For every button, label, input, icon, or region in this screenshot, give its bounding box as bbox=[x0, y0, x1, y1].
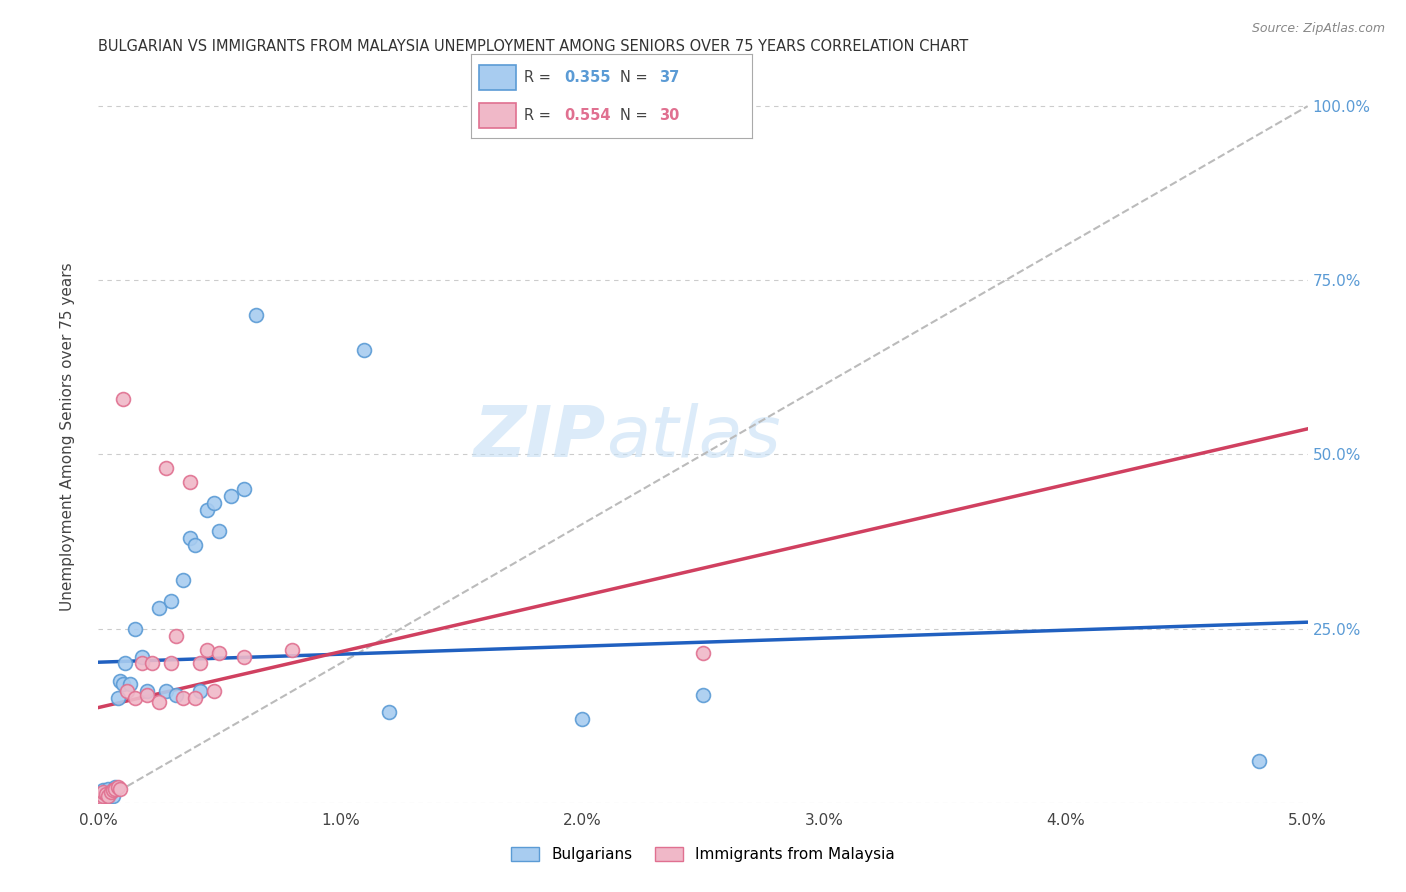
Point bbox=[208, 524, 231, 538]
FancyBboxPatch shape bbox=[479, 64, 516, 90]
Text: BULGARIAN VS IMMIGRANTS FROM MALAYSIA UNEMPLOYMENT AMONG SENIORS OVER 75 YEARS C: BULGARIAN VS IMMIGRANTS FROM MALAYSIA UN… bbox=[98, 38, 969, 54]
Legend: Bulgarians, Immigrants from Malaysia: Bulgarians, Immigrants from Malaysia bbox=[505, 841, 901, 868]
Point bbox=[692, 688, 714, 702]
Point bbox=[97, 781, 120, 796]
Point bbox=[188, 684, 211, 698]
Text: N =: N = bbox=[620, 70, 652, 85]
Text: atlas: atlas bbox=[606, 402, 780, 472]
Point bbox=[179, 531, 201, 545]
Point bbox=[172, 573, 194, 587]
Point bbox=[195, 642, 218, 657]
Point bbox=[91, 789, 114, 803]
Text: 0.355: 0.355 bbox=[564, 70, 610, 85]
Point bbox=[204, 496, 226, 510]
Point bbox=[281, 642, 304, 657]
Point bbox=[148, 600, 170, 615]
Point bbox=[135, 684, 157, 698]
Point bbox=[232, 483, 254, 497]
Y-axis label: Unemployment Among Seniors over 75 years: Unemployment Among Seniors over 75 years bbox=[60, 263, 75, 611]
Point bbox=[155, 461, 177, 475]
Point bbox=[232, 649, 254, 664]
Text: 0.554: 0.554 bbox=[564, 108, 610, 123]
Point bbox=[91, 785, 114, 799]
Text: 30: 30 bbox=[659, 108, 679, 123]
Text: 37: 37 bbox=[659, 70, 679, 85]
Point bbox=[114, 657, 136, 671]
Point bbox=[245, 308, 267, 322]
Point bbox=[135, 688, 157, 702]
Point bbox=[108, 673, 131, 688]
Point bbox=[101, 783, 124, 797]
Point bbox=[124, 622, 146, 636]
Point bbox=[204, 684, 226, 698]
Text: R =: R = bbox=[524, 70, 555, 85]
Point bbox=[104, 780, 127, 795]
Point bbox=[353, 343, 375, 357]
Point bbox=[184, 538, 207, 552]
Point bbox=[90, 790, 112, 805]
Point bbox=[141, 657, 163, 671]
Point bbox=[131, 657, 153, 671]
Text: N =: N = bbox=[620, 108, 652, 123]
Point bbox=[184, 691, 207, 706]
Point bbox=[165, 629, 187, 643]
Text: Source: ZipAtlas.com: Source: ZipAtlas.com bbox=[1251, 22, 1385, 36]
Point bbox=[107, 691, 129, 706]
Point bbox=[208, 646, 231, 660]
Point bbox=[692, 646, 714, 660]
Point bbox=[91, 788, 114, 802]
Text: ZIP: ZIP bbox=[474, 402, 606, 472]
Point bbox=[117, 684, 139, 698]
Point bbox=[111, 392, 134, 406]
Point bbox=[172, 691, 194, 706]
Point bbox=[160, 594, 183, 608]
Point bbox=[107, 780, 129, 795]
Text: R =: R = bbox=[524, 108, 555, 123]
Point bbox=[148, 695, 170, 709]
Point bbox=[100, 785, 122, 799]
Point bbox=[91, 783, 114, 797]
Point bbox=[111, 677, 134, 691]
Point bbox=[104, 781, 127, 796]
Point bbox=[97, 790, 120, 805]
Point bbox=[101, 789, 124, 803]
Point bbox=[94, 785, 117, 799]
Point bbox=[179, 475, 201, 490]
Point bbox=[94, 789, 117, 803]
Point bbox=[155, 684, 177, 698]
FancyBboxPatch shape bbox=[479, 103, 516, 128]
Point bbox=[108, 781, 131, 796]
Point bbox=[571, 712, 593, 726]
Point bbox=[1249, 754, 1271, 768]
Point bbox=[188, 657, 211, 671]
Point bbox=[90, 789, 112, 803]
Point bbox=[221, 489, 243, 503]
Point bbox=[160, 657, 183, 671]
Point bbox=[165, 688, 187, 702]
Point bbox=[377, 705, 399, 719]
Point bbox=[97, 789, 120, 803]
Point bbox=[131, 649, 153, 664]
Point bbox=[118, 677, 141, 691]
Point bbox=[124, 691, 146, 706]
Point bbox=[94, 788, 117, 802]
Point bbox=[100, 785, 122, 799]
Point bbox=[195, 503, 218, 517]
